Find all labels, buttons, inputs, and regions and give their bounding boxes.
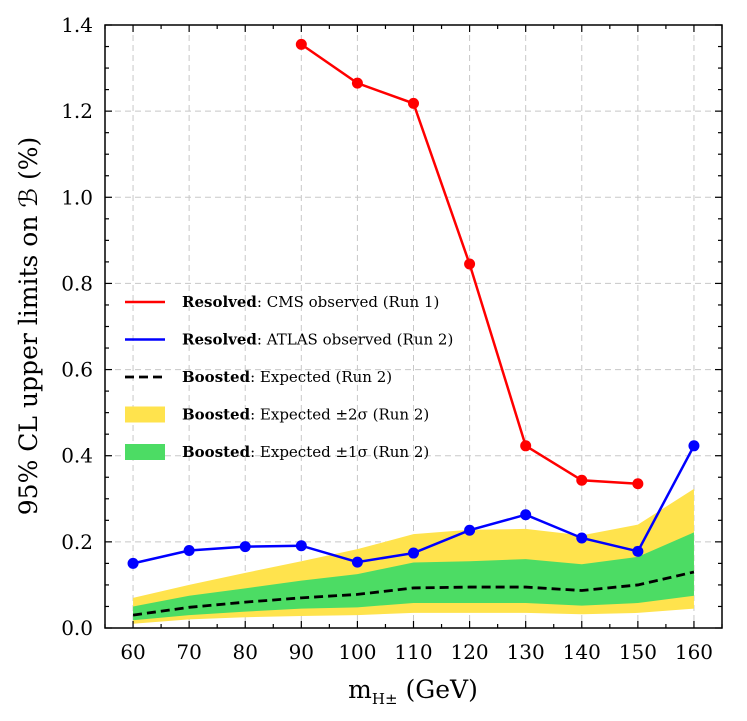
series-1-point-3	[295, 540, 307, 552]
y-tick-label-1: 0.2	[61, 530, 93, 554]
legend-label-series-1: Resolved: ATLAS observed (Run 2)	[182, 331, 453, 349]
legend-label-series-2: Boosted: Expected (Run 2)	[182, 368, 392, 386]
x-axis-label: mH± (GeV)	[348, 675, 478, 708]
y-axis-label: 95% CL upper limits on ℬ (%)	[14, 137, 43, 515]
series-1-point-5	[408, 547, 419, 559]
legend-label-rest: : CMS observed (Run 1)	[257, 293, 439, 311]
y-tick-label-6: 1.2	[61, 99, 93, 123]
x-tick-label-140: 140	[563, 640, 601, 664]
series-0-point-0	[295, 38, 307, 50]
series-0-point-6	[632, 478, 644, 490]
x-axis-label-sub: H±	[372, 690, 398, 708]
series-0-point-4	[520, 440, 532, 452]
x-tick-label-100: 100	[338, 640, 376, 664]
grid	[105, 24, 722, 628]
series-0-point-2	[408, 97, 419, 109]
series-line-2	[132, 570, 695, 617]
x-tick-label-70: 70	[176, 640, 201, 664]
y-tick-label-3: 0.6	[61, 358, 93, 382]
series-1-point-10	[688, 440, 700, 452]
series-0-point-3	[464, 258, 476, 270]
x-tick-label-80: 80	[233, 640, 258, 664]
legend-label-bold: Boosted	[182, 406, 251, 424]
legend-label-rest: : Expected ±2σ (Run 2)	[250, 406, 429, 424]
y-tick-label-7: 1.4	[61, 13, 93, 37]
legend-label-rest: : Expected (Run 2)	[250, 368, 392, 386]
legend-label-series-0: Resolved: CMS observed (Run 1)	[182, 293, 439, 311]
ticks: 60 70 80 90 100 110 120 130 140 150 160 0.0 0.2 0.4 0.…	[61, 13, 723, 664]
legend-label-bold: Resolved	[182, 331, 257, 349]
x-axis-label-main: m	[348, 675, 372, 704]
legend-label-rest: : Expected ±1σ (Run 2)	[250, 443, 429, 461]
x-tick-label-110: 110	[394, 640, 432, 664]
series-lines	[127, 38, 700, 617]
y-tick-label-2: 0.4	[61, 444, 93, 468]
legend-label-band-1: Boosted: Expected ±1σ (Run 2)	[182, 443, 429, 461]
series-1-point-7	[520, 509, 532, 521]
series-0-point-5	[576, 474, 588, 486]
legend: Resolved: CMS observed (Run 1)Resolved: …	[125, 293, 453, 461]
legend-swatch-band-1	[125, 444, 165, 460]
legend-label-band-0: Boosted: Expected ±2σ (Run 2)	[182, 406, 429, 424]
legend-swatch-band-0	[125, 406, 165, 423]
series-1-point-9	[632, 545, 644, 557]
legend-label-rest: : ATLAS observed (Run 2)	[257, 331, 453, 349]
band-one-sigma	[133, 532, 694, 621]
x-tick-label-150: 150	[619, 640, 657, 664]
legend-entry-band-0: Boosted: Expected ±2σ (Run 2)	[125, 406, 429, 424]
legend-entry-series-1: Resolved: ATLAS observed (Run 2)	[125, 331, 453, 349]
x-tick-label-90: 90	[289, 640, 314, 664]
legend-label-bold: Boosted	[182, 443, 251, 461]
series-0-point-1	[351, 77, 363, 89]
legend-entry-band-1: Boosted: Expected ±1σ (Run 2)	[125, 443, 429, 461]
series-1-point-8	[576, 532, 588, 544]
legend-label-bold: Boosted	[182, 368, 251, 386]
series-1-point-1	[183, 544, 195, 556]
x-tick-label-160: 160	[675, 640, 713, 664]
x-tick-label-120: 120	[450, 640, 488, 664]
x-tick-label-130: 130	[507, 640, 545, 664]
x-tick-label-60: 60	[120, 640, 145, 664]
series-1-point-2	[239, 541, 251, 553]
legend-label-bold: Resolved	[182, 293, 257, 311]
series-1-point-4	[351, 556, 363, 568]
x-axis-label-unit: (GeV)	[406, 675, 478, 704]
legend-entry-series-2: Boosted: Expected (Run 2)	[125, 368, 392, 386]
series-1-point-0	[127, 557, 139, 569]
y-tick-label-5: 1.0	[61, 185, 93, 209]
y-tick-label-4: 0.8	[61, 271, 93, 295]
legend-entry-series-0: Resolved: CMS observed (Run 1)	[125, 293, 439, 311]
series-1-point-6	[464, 524, 476, 536]
y-tick-label-0: 0.0	[61, 616, 93, 640]
